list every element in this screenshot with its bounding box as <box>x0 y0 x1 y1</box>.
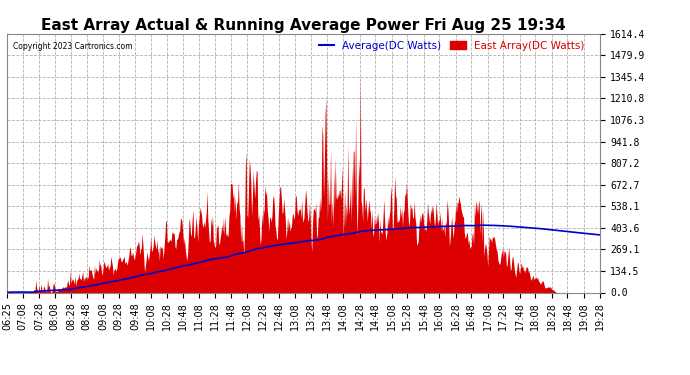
Text: Copyright 2023 Cartronics.com: Copyright 2023 Cartronics.com <box>13 42 132 51</box>
Legend: Average(DC Watts), East Array(DC Watts): Average(DC Watts), East Array(DC Watts) <box>315 36 589 55</box>
Title: East Array Actual & Running Average Power Fri Aug 25 19:34: East Array Actual & Running Average Powe… <box>41 18 566 33</box>
